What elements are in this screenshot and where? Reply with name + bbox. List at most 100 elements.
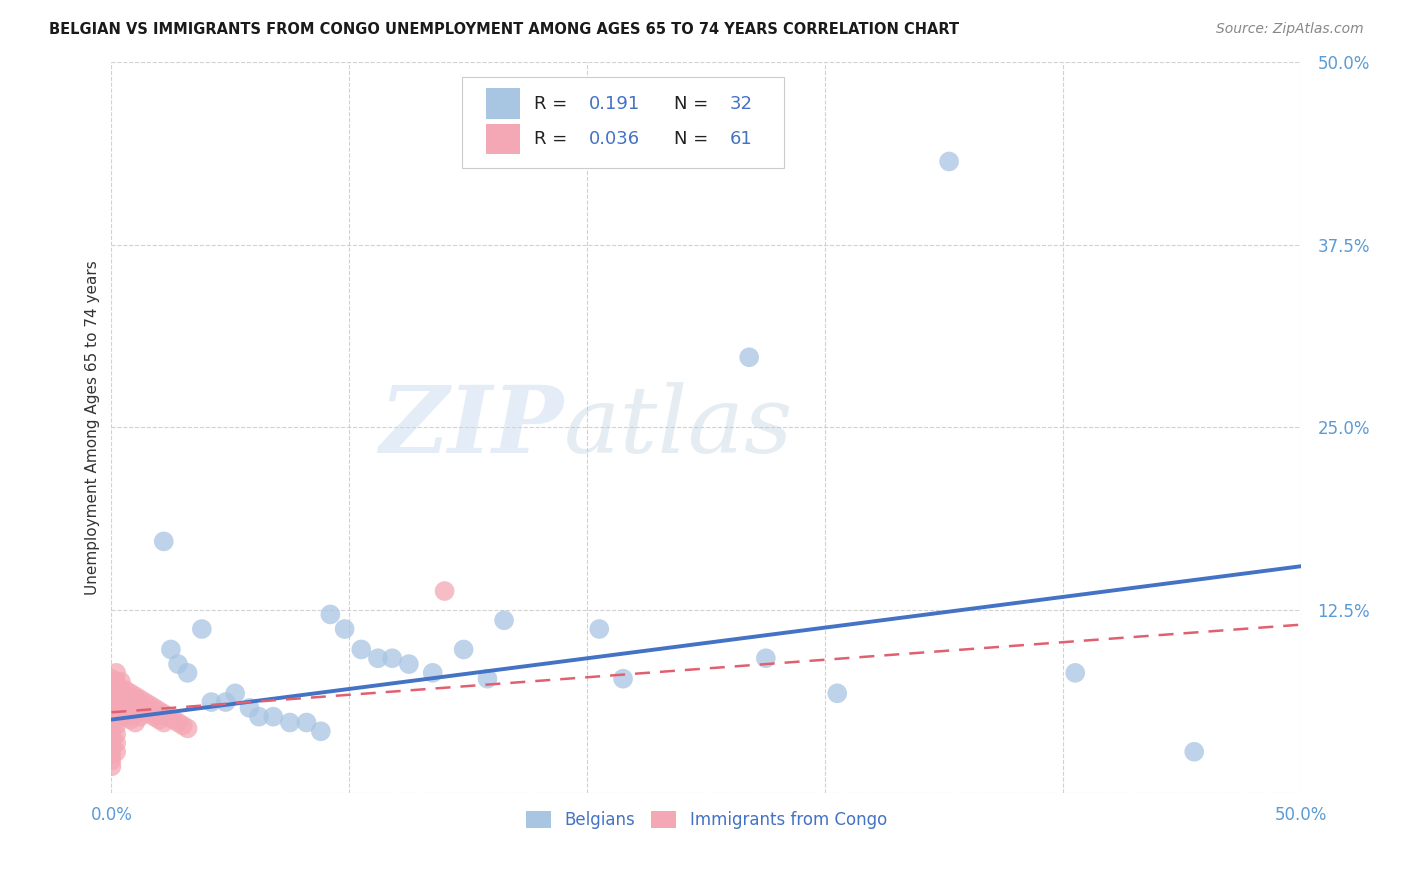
- Point: [105, 665, 128, 680]
- Point: [160, 642, 183, 657]
- Point: [100, 681, 122, 695]
- Point: [381, 651, 404, 665]
- Text: BELGIAN VS IMMIGRANTS FROM CONGO UNEMPLOYMENT AMONG AGES 65 TO 74 YEARS CORRELAT: BELGIAN VS IMMIGRANTS FROM CONGO UNEMPLO…: [49, 22, 959, 37]
- Point: [110, 709, 132, 723]
- Point: [350, 642, 373, 657]
- Point: [738, 351, 761, 365]
- Text: 0.191: 0.191: [589, 95, 640, 112]
- Point: [100, 706, 122, 721]
- Point: [100, 718, 122, 732]
- Point: [100, 713, 122, 727]
- Point: [295, 715, 318, 730]
- Point: [157, 709, 180, 723]
- Point: [167, 715, 190, 730]
- Point: [129, 692, 152, 706]
- Point: [148, 713, 170, 727]
- Point: [100, 686, 122, 700]
- Point: [453, 642, 475, 657]
- Point: [200, 695, 222, 709]
- Point: [100, 759, 122, 773]
- Point: [124, 690, 146, 704]
- Point: [114, 692, 136, 706]
- Text: ZIP: ZIP: [380, 383, 564, 473]
- Point: [172, 718, 194, 732]
- Point: [114, 709, 136, 723]
- Point: [143, 701, 166, 715]
- Point: [247, 709, 270, 723]
- Point: [100, 741, 122, 756]
- Point: [100, 730, 122, 744]
- Bar: [486, 123, 520, 154]
- Point: [238, 701, 260, 715]
- Point: [162, 713, 184, 727]
- Point: [120, 686, 142, 700]
- Point: [124, 706, 146, 721]
- Point: [120, 695, 142, 709]
- Text: N =: N =: [675, 95, 714, 112]
- Point: [262, 709, 284, 723]
- Point: [105, 701, 128, 715]
- Point: [588, 622, 610, 636]
- Point: [100, 747, 122, 762]
- Point: [309, 724, 332, 739]
- Point: [120, 704, 142, 718]
- Text: N =: N =: [675, 130, 714, 148]
- Point: [100, 672, 122, 686]
- Point: [100, 701, 122, 715]
- Point: [134, 695, 156, 709]
- Text: 32: 32: [730, 95, 754, 112]
- Point: [105, 718, 128, 732]
- Point: [494, 613, 516, 627]
- Point: [422, 665, 444, 680]
- Point: [1064, 665, 1087, 680]
- Point: [1182, 745, 1205, 759]
- Point: [224, 686, 246, 700]
- Text: 61: 61: [730, 130, 752, 148]
- Text: R =: R =: [534, 130, 572, 148]
- Text: 0.036: 0.036: [589, 130, 640, 148]
- Text: atlas: atlas: [564, 383, 793, 473]
- Point: [124, 698, 146, 712]
- Point: [124, 715, 146, 730]
- Point: [176, 665, 198, 680]
- Point: [367, 651, 389, 665]
- Text: Source: ZipAtlas.com: Source: ZipAtlas.com: [1216, 22, 1364, 37]
- Point: [110, 701, 132, 715]
- Point: [278, 715, 301, 730]
- Point: [214, 695, 236, 709]
- Point: [129, 701, 152, 715]
- Point: [114, 701, 136, 715]
- Point: [110, 674, 132, 689]
- Point: [433, 584, 456, 599]
- Point: [191, 622, 214, 636]
- Point: [134, 704, 156, 718]
- Point: [755, 651, 778, 665]
- FancyBboxPatch shape: [463, 77, 783, 168]
- Point: [152, 706, 174, 721]
- Point: [138, 698, 160, 712]
- Text: R =: R =: [534, 95, 572, 112]
- Point: [612, 672, 634, 686]
- Point: [105, 692, 128, 706]
- Point: [105, 745, 128, 759]
- Point: [110, 683, 132, 698]
- Point: [152, 534, 174, 549]
- Point: [100, 724, 122, 739]
- Point: [114, 683, 136, 698]
- Point: [100, 695, 122, 709]
- Bar: [486, 88, 520, 120]
- Point: [120, 713, 142, 727]
- Point: [105, 709, 128, 723]
- Point: [938, 154, 960, 169]
- Point: [825, 686, 848, 700]
- Point: [176, 722, 198, 736]
- Point: [477, 672, 499, 686]
- Y-axis label: Unemployment Among Ages 65 to 74 years: Unemployment Among Ages 65 to 74 years: [86, 260, 100, 595]
- Point: [138, 706, 160, 721]
- Legend: Belgians, Immigrants from Congo: Belgians, Immigrants from Congo: [519, 804, 894, 836]
- Point: [100, 754, 122, 768]
- Point: [110, 692, 132, 706]
- Point: [129, 709, 152, 723]
- Point: [319, 607, 342, 622]
- Point: [105, 727, 128, 741]
